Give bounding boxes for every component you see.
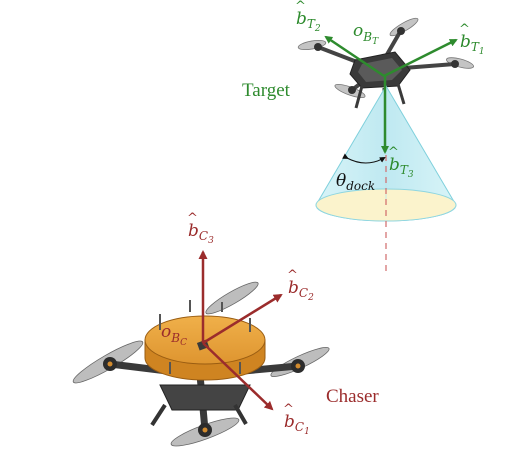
chaser-axis-b3-label: bC3 (188, 221, 214, 246)
target-axis-b1-arrow (383, 38, 458, 78)
target-axis-b2-hat: ^ (295, 0, 306, 14)
chaser-axis-b1-label: bC1 (284, 412, 310, 437)
chaser-axis-b2-label: bC2 (288, 278, 314, 303)
target-axis-b2-arrow (324, 35, 385, 78)
chaser-drone (72, 281, 330, 447)
dock-angle-label: θdock (336, 171, 375, 193)
chaser-axes (198, 250, 283, 411)
chaser-docking-plate (144, 315, 266, 365)
chaser-origin-label: oBC (161, 322, 187, 348)
target-axis-b3-label: bT3 (389, 155, 414, 180)
chaser-axis-b1-hat: ^ (283, 402, 294, 417)
target-drone (297, 17, 474, 112)
target-axis-b2-label: bT2 (296, 9, 321, 34)
chaser-axis-b1-arrow (202, 342, 274, 411)
target-propellers (297, 17, 474, 99)
target-axis-b1-hat: ^ (459, 22, 470, 37)
chaser-axis-b2-hat: ^ (287, 268, 298, 283)
chaser-axis-b3-hat: ^ (187, 211, 198, 226)
target-axis-b3-hat: ^ (388, 145, 399, 160)
dock-angle-arc (342, 153, 386, 164)
chaser-label: Chaser (326, 386, 379, 407)
target-axis-b1-label: bT1 (460, 32, 485, 57)
target-label: Target (242, 80, 291, 101)
target-axes (324, 35, 458, 154)
target-origin-label: oBT (353, 21, 379, 47)
chaser-axis-b2-arrow (202, 293, 283, 345)
